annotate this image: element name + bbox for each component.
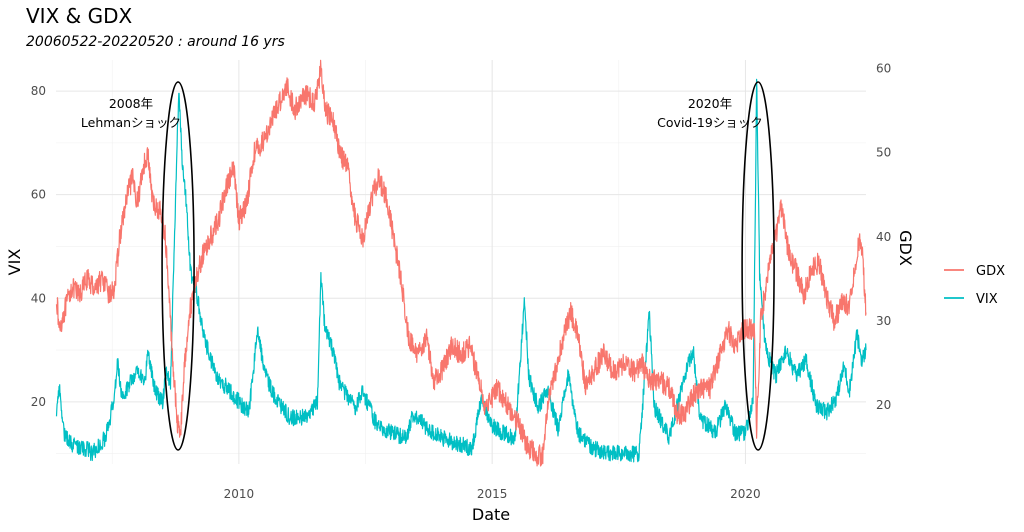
legend-label-vix: VIX (976, 292, 998, 307)
annotation-ellipse (161, 81, 195, 451)
annotations: 2008年 Lehmanショック 2020年 Covid-19ショック (81, 81, 775, 451)
y-tick-label: 20 (31, 395, 46, 409)
y-axis-title: VIX (5, 249, 24, 276)
x-tick-label: 2015 (477, 487, 508, 501)
x-axis-title: Date (472, 505, 510, 524)
x-tick-label: 2020 (730, 487, 761, 501)
y2-tick-label: 50 (876, 146, 891, 160)
series-line-gdx (55, 59, 867, 467)
chart-title: VIX & GDX (26, 4, 133, 28)
annotation-event-label: Covid-19ショック (657, 115, 763, 130)
annotation-year-label: 2008年 (109, 96, 153, 111)
y2-tick-label: 60 (876, 61, 891, 75)
y-tick-label: 80 (31, 84, 46, 98)
x-tick-label: 2010 (224, 487, 255, 501)
series-line-vix (55, 78, 867, 463)
annotation-event-label: Lehmanショック (81, 115, 181, 130)
y-tick-label: 40 (31, 291, 46, 305)
series-lines (55, 59, 867, 467)
annotation-ellipse (741, 81, 775, 451)
legend-label-gdx: GDX (976, 264, 1005, 279)
legend: GDX VIX (944, 264, 1005, 307)
y2-tick-label: 40 (876, 230, 891, 244)
y-tick-label: 60 (31, 188, 46, 202)
y2-tick-label: 30 (876, 314, 891, 328)
chart-subtitle: 20060522-20220520 : around 16 yrs (26, 34, 285, 50)
annotation-year-label: 2020年 (688, 96, 732, 111)
y2-tick-label: 20 (876, 398, 891, 412)
y2-axis-title: GDX (896, 230, 915, 266)
